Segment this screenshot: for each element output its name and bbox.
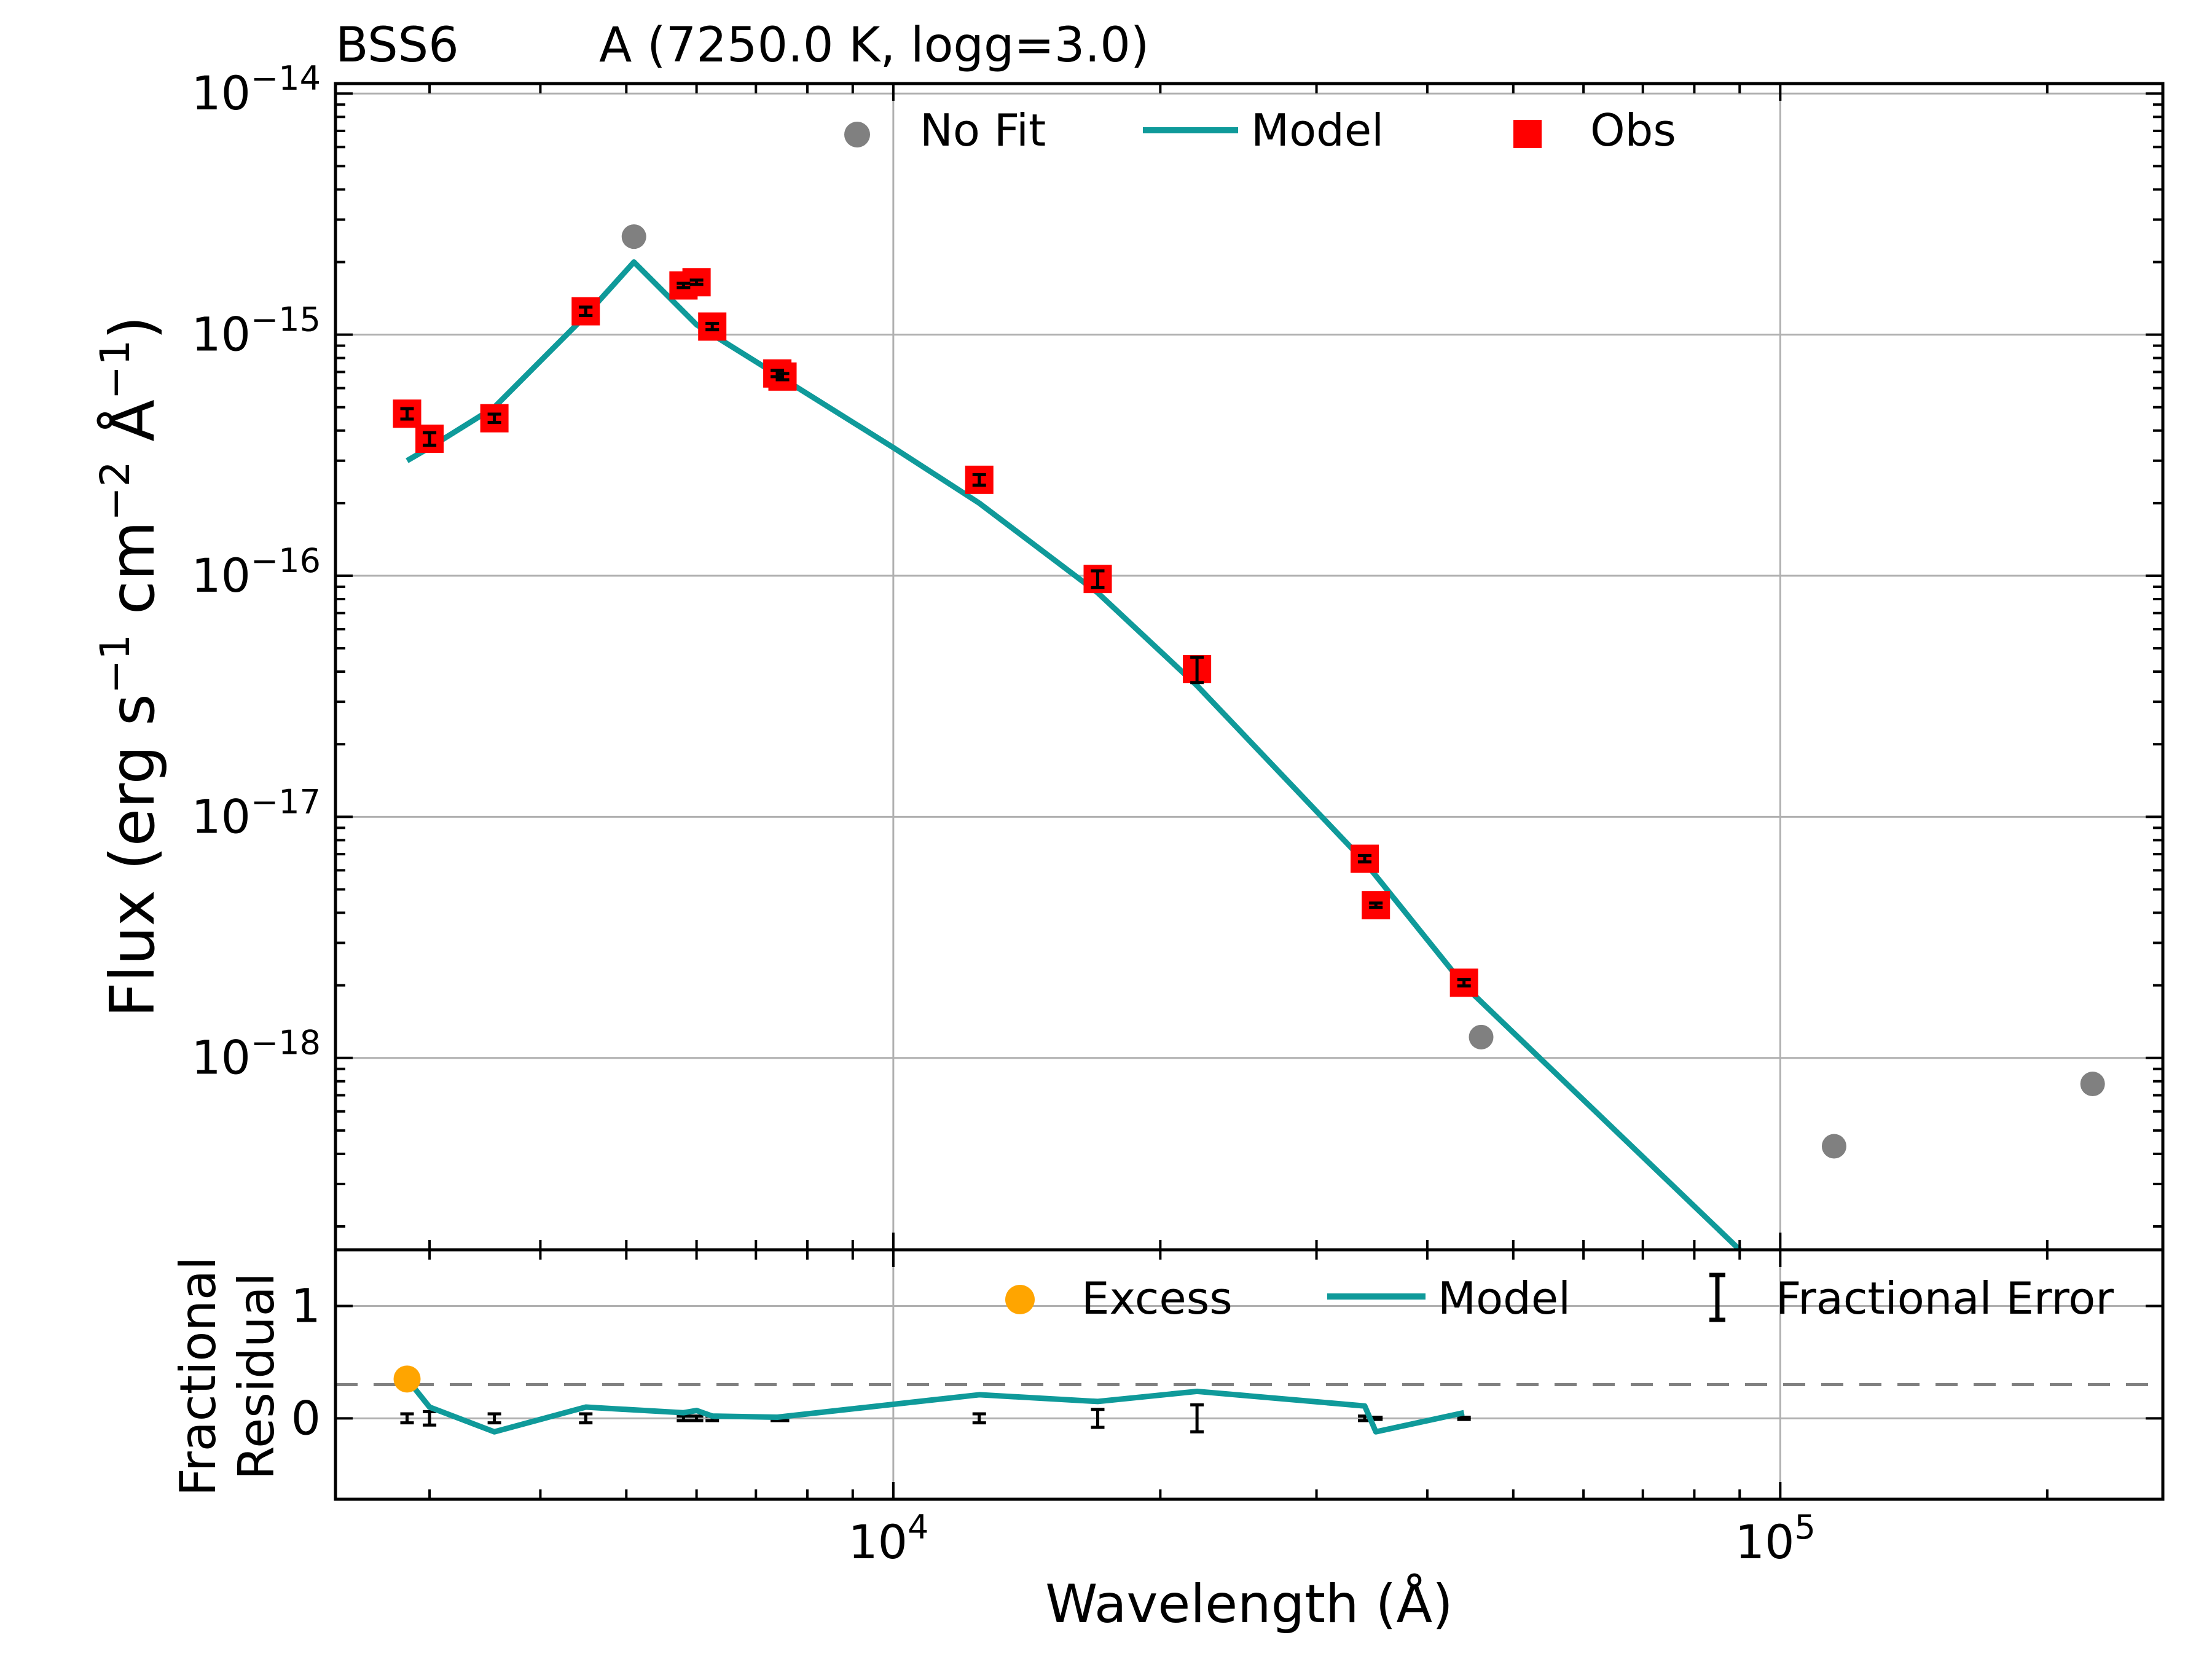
obs-errorbar-5 [689,278,704,286]
main-y-tick-label-0: 10−14 [191,59,321,120]
nofit-point-1 [1469,1024,1494,1049]
residual-plot-area [335,1365,2163,1435]
main-y-tick-label-2: 10−16 [191,541,321,603]
obs-errorbar-14 [1457,978,1471,988]
obs-errorbar-4 [677,281,691,289]
res-y-tick-label-1: 0 [291,1390,321,1445]
residual-errorbar-11 [1190,1403,1204,1433]
excess-point-0 [393,1365,421,1393]
obs-errorbar-10 [1091,569,1105,589]
main-y-axis-label: Flux (erg s−1 cm−2 Å−1) [92,316,168,1018]
obs-errorbar-8 [775,372,790,382]
chart-title-model: A (7250.0 K, logg=3.0) [599,18,1149,73]
ylabel-part-0: Flux (erg s [96,694,168,1018]
residual-errorbar-0 [400,1412,414,1425]
residual-model-line [405,1377,1465,1435]
x-axis-label: Wavelength (Å) [1045,1573,1453,1635]
main-legend: No Fit Model Obs [844,104,1676,156]
nofit-point-2 [1821,1134,1846,1159]
legend-obs-marker [1513,120,1542,148]
ylabel-exp-3: −2 [92,461,139,520]
x-tick-label-1: 105 [1735,1508,1816,1569]
legend-nofit-marker [844,122,870,147]
main-grid [335,84,2163,1250]
legend-obs-label: Obs [1590,104,1676,156]
tick-labels: 10−14 10−15 10−16 10−17 10−18 1 0 104 105 [191,59,1816,1569]
main-y-tick-label-4: 10−18 [191,1024,321,1085]
obs-errorbar-3 [579,305,593,318]
ylabel-part-6: ) [96,316,168,340]
ylabel-part-4: Å [96,399,168,461]
nofit-point-0 [621,224,646,249]
legend-excess-label: Excess [1081,1273,1233,1324]
legend-error-label: Fractional Error [1776,1273,2114,1324]
legend-excess-marker [1005,1285,1035,1314]
main-plot-area [393,224,2105,1250]
obs-errorbar-9 [972,473,986,487]
residual-errorbar-3 [579,1412,593,1425]
obs-errorbar-13 [1369,901,1383,909]
residual-axes-frame [334,1248,2165,1501]
obs-errorbar-12 [1358,854,1372,864]
main-y-tick-label-1: 10−15 [191,300,321,362]
residual-errorbar-9 [972,1412,986,1425]
obs-errorbar-2 [487,412,501,425]
res-y-tick-label-0: 1 [291,1278,321,1333]
main-model-line [406,259,1742,1250]
legend-error-marker [1709,1273,1725,1322]
residual-errorbar-2 [487,1412,501,1425]
ylabel-exp-5: −1 [92,340,139,399]
legend-model-label: Model [1251,104,1384,156]
residual-errorbar-10 [1091,1408,1105,1429]
ylabel-exp-1: −1 [92,634,139,694]
residual-y-axis-label-line1: Fractional [170,1257,227,1497]
chart-title-star: BSS6 [335,18,459,73]
legend-res-model-label: Model [1438,1273,1571,1324]
nofit-point-3 [2080,1072,2105,1097]
legend-nofit-label: No Fit [920,104,1046,156]
obs-errorbar-0 [400,407,414,421]
main-y-tick-label-3: 10−17 [191,782,321,844]
residual-legend: Excess Model Fractional Error [1005,1273,2114,1324]
residual-y-axis-label-line2: Residual [228,1273,285,1480]
obs-errorbar-1 [423,431,437,447]
residual-errorbar-5 [689,1414,704,1422]
obs-errorbar-6 [705,321,720,332]
residual-grid [335,1250,2163,1499]
x-tick-label-0: 104 [848,1508,928,1569]
obs-errorbar-11 [1190,656,1204,684]
residual-errorbar-14 [1457,1415,1471,1421]
ylabel-part-2: cm [96,521,168,634]
axis-ticks [335,84,2163,1499]
residual-errorbar-4 [677,1414,691,1422]
